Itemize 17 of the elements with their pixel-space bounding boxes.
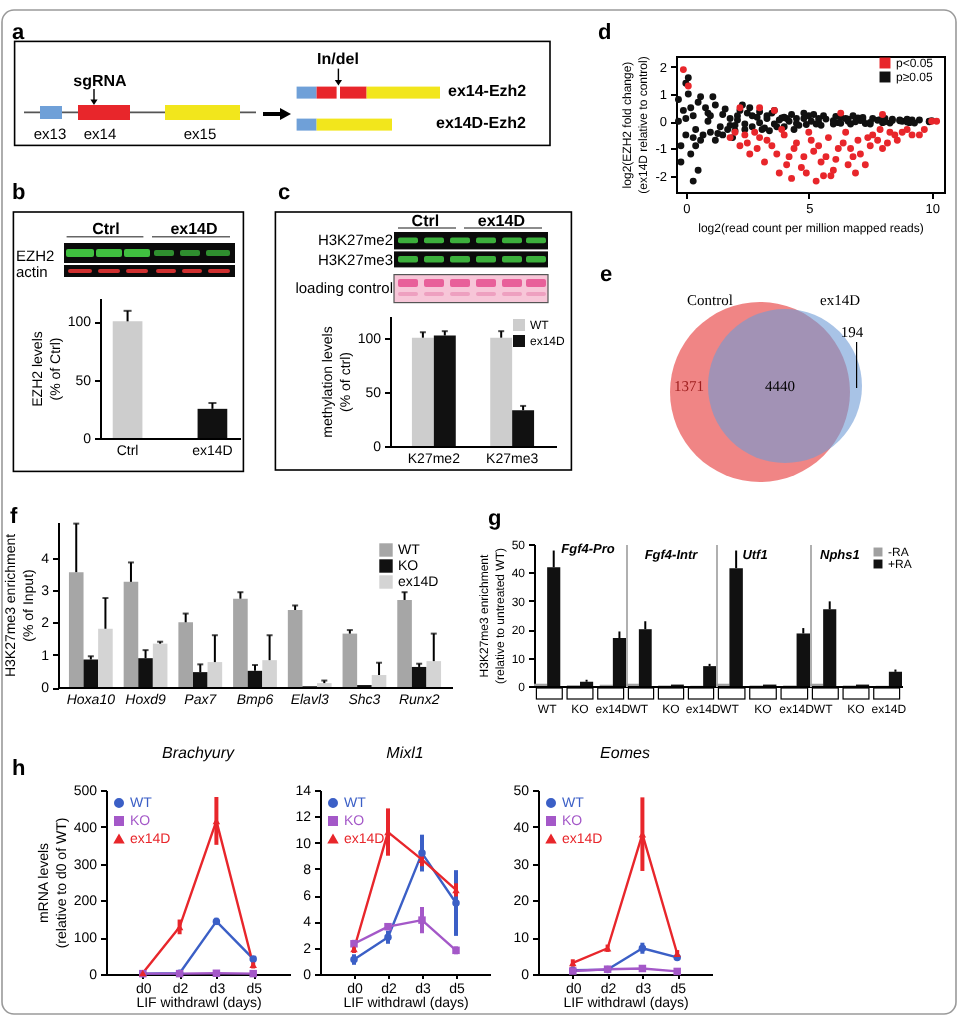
text: a: [12, 21, 25, 45]
text: ex14D-Ezh2: [436, 114, 526, 132]
text: c: [278, 181, 291, 205]
text: g: [488, 507, 502, 531]
text: d: [598, 21, 612, 45]
text: Ctrl: [92, 219, 120, 237]
text: f: [10, 505, 18, 529]
chart-title: Mixl1: [386, 744, 424, 762]
text: b: [12, 181, 26, 205]
text: h: [12, 757, 26, 781]
text: ex14-Ezh2: [448, 81, 527, 99]
text: ex14D: [170, 219, 218, 237]
chart-title: Brachyury: [161, 744, 237, 762]
chart-title: Eomes: [600, 744, 650, 762]
text: e: [600, 263, 613, 287]
text: sgRNA: [73, 71, 127, 89]
text: In/del: [317, 50, 359, 68]
